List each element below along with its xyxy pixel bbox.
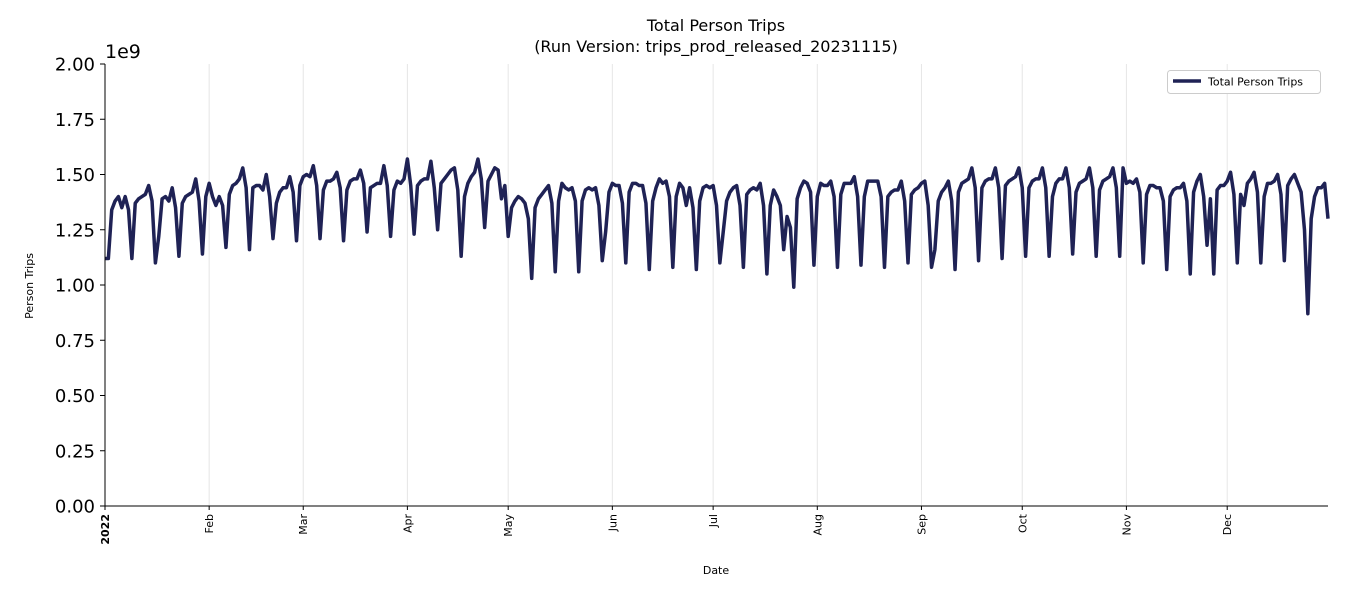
legend: Total Person Trips: [1167, 70, 1321, 94]
x-tick-label: Feb: [203, 514, 216, 533]
y-tick-label: 1.75: [55, 110, 95, 131]
y-tick-label: 0.75: [55, 331, 95, 352]
chart-title: Total Person Trips: [646, 16, 785, 35]
x-tick-label: Mar: [297, 514, 310, 535]
y-tick-label: 1.25: [55, 220, 95, 241]
x-tick-label: Sep: [915, 514, 928, 535]
x-axis-ticks: 2022 Feb Mar Apr May Jun Jul Aug Sep Oct Nov Dec: [99, 506, 1234, 545]
legend-label: Total Person Trips: [1207, 76, 1303, 89]
x-tick-label: Oct: [1016, 513, 1029, 533]
x-axis-label: Date: [703, 564, 730, 577]
x-tick-label: May: [502, 514, 515, 537]
y-tick-label: 1.50: [55, 165, 95, 186]
y-tick-label: 0.50: [55, 386, 95, 407]
series-line-total-person-trips: [105, 157, 1330, 316]
x-tick-label: 2022: [99, 514, 112, 545]
y-multiplier-label: 1e9: [105, 41, 141, 63]
y-tick-label: 0.25: [55, 441, 95, 462]
y-tick-label: 1.00: [55, 276, 95, 297]
x-tick-label: Dec: [1221, 514, 1234, 535]
y-tick-label: 2.00: [55, 55, 95, 76]
x-tick-label: Jul: [707, 514, 720, 528]
x-tick-label: Jun: [606, 514, 619, 532]
x-tick-label: Apr: [401, 514, 414, 534]
y-tick-label: 0.00: [55, 497, 95, 518]
legend-box: [1167, 70, 1321, 94]
gridlines: [208, 64, 1228, 506]
x-tick-label: Aug: [811, 514, 824, 535]
x-tick-label: Nov: [1120, 514, 1133, 536]
y-axis-ticks: 0.00 0.25 0.50 0.75 1.00 1.25 1.50 1.75 2.00: [55, 55, 105, 518]
chart-subtitle: (Run Version: trips_prod_released_202311…: [534, 37, 898, 57]
y-axis-label: Person Trips: [23, 253, 36, 319]
